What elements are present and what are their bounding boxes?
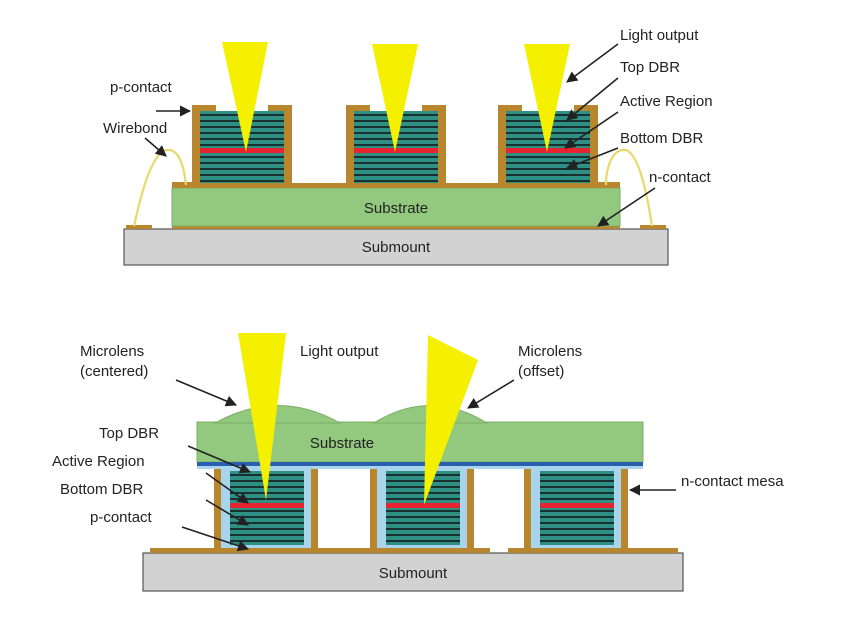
top-arrow-n-contact <box>597 187 656 227</box>
bottom-mesa-1-dbr-active-region <box>230 503 304 508</box>
top-mesa-3-contact-right <box>590 107 598 187</box>
top-arrow-active-region <box>564 111 619 149</box>
top-substrate <box>171 187 621 227</box>
bottom-p-contact-strip <box>150 548 490 553</box>
top-wirebond-pad-left <box>172 182 196 188</box>
top-top-dbr-label: Top DBR <box>620 59 680 76</box>
bottom-mesa-2-dbr-active-region <box>386 503 460 508</box>
top-n-contact-layer <box>172 226 620 229</box>
top-mesa-2-p-contact-right <box>422 105 446 111</box>
bottom-beam-centered <box>238 333 286 500</box>
bottom-mesa-2-dbr <box>386 471 460 545</box>
top-mesa-3-dbr-active-region <box>506 148 590 153</box>
bottom-arrow-active-region <box>205 472 249 504</box>
top-n-contact-label: n-contact <box>649 169 712 186</box>
top-mesa-1-contact-right <box>284 107 292 187</box>
bottom-mesa-2-contact-right <box>467 469 474 548</box>
top-bottom-dbr-label: Bottom DBR <box>620 130 704 147</box>
bottom-arrow-microlens-centered <box>175 379 238 407</box>
top-contact-strip <box>172 183 620 188</box>
top-substrate-label: Substrate <box>364 200 428 217</box>
top-mesa-1-p-contact-right <box>268 105 292 111</box>
bottom-microlens-offset-label-line1: Microlens <box>518 343 582 360</box>
top-mesa-1-p-contact-left <box>192 105 216 111</box>
bottom-mesa-3-dbr-active-region <box>540 503 614 508</box>
bottom-mesa-1-contact-right <box>311 469 318 548</box>
top-mesa-1-dbr-active-region <box>200 148 284 153</box>
bottom-diagram: Substrate Submount Microlens (centered) … <box>52 333 784 592</box>
bottom-microlens-offset-label-line2: (offset) <box>518 363 564 380</box>
bottom-active-region-label: Active Region <box>52 453 145 470</box>
bottom-arrow-p-contact <box>181 526 250 552</box>
top-submount-label: Submount <box>362 239 431 256</box>
bottom-arrow-top-dbr <box>187 445 252 474</box>
top-mesa-3-p-contact-left <box>498 105 522 111</box>
top-mesa-2-dbr-active-region <box>354 148 438 153</box>
bottom-bottom-dbr-label: Bottom DBR <box>60 481 144 498</box>
bottom-mesa-1-contact-left <box>214 469 221 548</box>
bottom-microlens-centered <box>213 405 342 424</box>
bottom-microlens-centered-label-line2: (centered) <box>80 363 148 380</box>
top-submount <box>123 228 669 266</box>
bottom-submount <box>142 552 684 592</box>
bottom-n-contact-strip <box>508 548 678 553</box>
bottom-microlens-centered-label-line1: Microlens <box>80 343 144 360</box>
bottom-n-contact-mesa-label: n-contact mesa <box>681 473 784 490</box>
top-wirebond-pad-right <box>596 182 620 188</box>
bottom-light-output-label: Light output <box>300 343 379 360</box>
bottom-arrow-bottom-dbr <box>205 499 249 526</box>
bottom-mesa-3-contact-left <box>524 469 531 548</box>
top-arrow-light-output <box>566 43 619 83</box>
top-mesa-1-contact-left <box>192 107 200 187</box>
top-mesa-2-contact-left <box>346 107 354 187</box>
bottom-mesa-2-contact-left <box>370 469 377 548</box>
top-wirebond-label: Wirebond <box>103 120 167 137</box>
top-light-output-label: Light output <box>620 27 699 44</box>
top-submount-pad-right <box>640 225 666 229</box>
bottom-mesa-3-dbr <box>540 471 614 545</box>
top-arrow-bottom-dbr <box>565 147 619 170</box>
bottom-p-contact-label: p-contact <box>90 509 153 526</box>
bottom-submount-label: Submount <box>379 565 448 582</box>
bottom-substrate-label: Substrate <box>310 435 374 452</box>
top-mesa-2-contact-right <box>438 107 446 187</box>
top-submount-pad-left <box>126 225 152 229</box>
top-arrow-wirebond <box>144 137 167 157</box>
bottom-beam-offset <box>424 335 478 505</box>
bottom-top-dbr-interface <box>197 462 643 466</box>
top-p-contact-label: p-contact <box>110 79 173 96</box>
top-beam-1 <box>222 42 268 152</box>
top-mesa-3-contact-left <box>498 107 506 187</box>
top-diagram: Substrate Submount Light output Top DBR … <box>103 27 713 266</box>
top-mesa-3-p-contact-right <box>574 105 598 111</box>
bottom-arrow-microlens-offset <box>467 379 515 409</box>
top-active-region-label: Active Region <box>620 93 713 110</box>
top-wirebond-right <box>604 148 654 227</box>
top-beam-3 <box>524 44 570 152</box>
bottom-top-dbr-label: Top DBR <box>99 425 159 442</box>
bottom-mesas <box>214 469 628 548</box>
top-beam-2 <box>372 44 418 152</box>
bottom-oxide-layer <box>197 466 643 469</box>
top-mesa-1-dbr <box>200 111 284 183</box>
top-mesa-2-p-contact-left <box>346 105 370 111</box>
bottom-mesa-3-contact-right <box>621 469 628 548</box>
top-arrow-top-dbr <box>566 77 619 121</box>
